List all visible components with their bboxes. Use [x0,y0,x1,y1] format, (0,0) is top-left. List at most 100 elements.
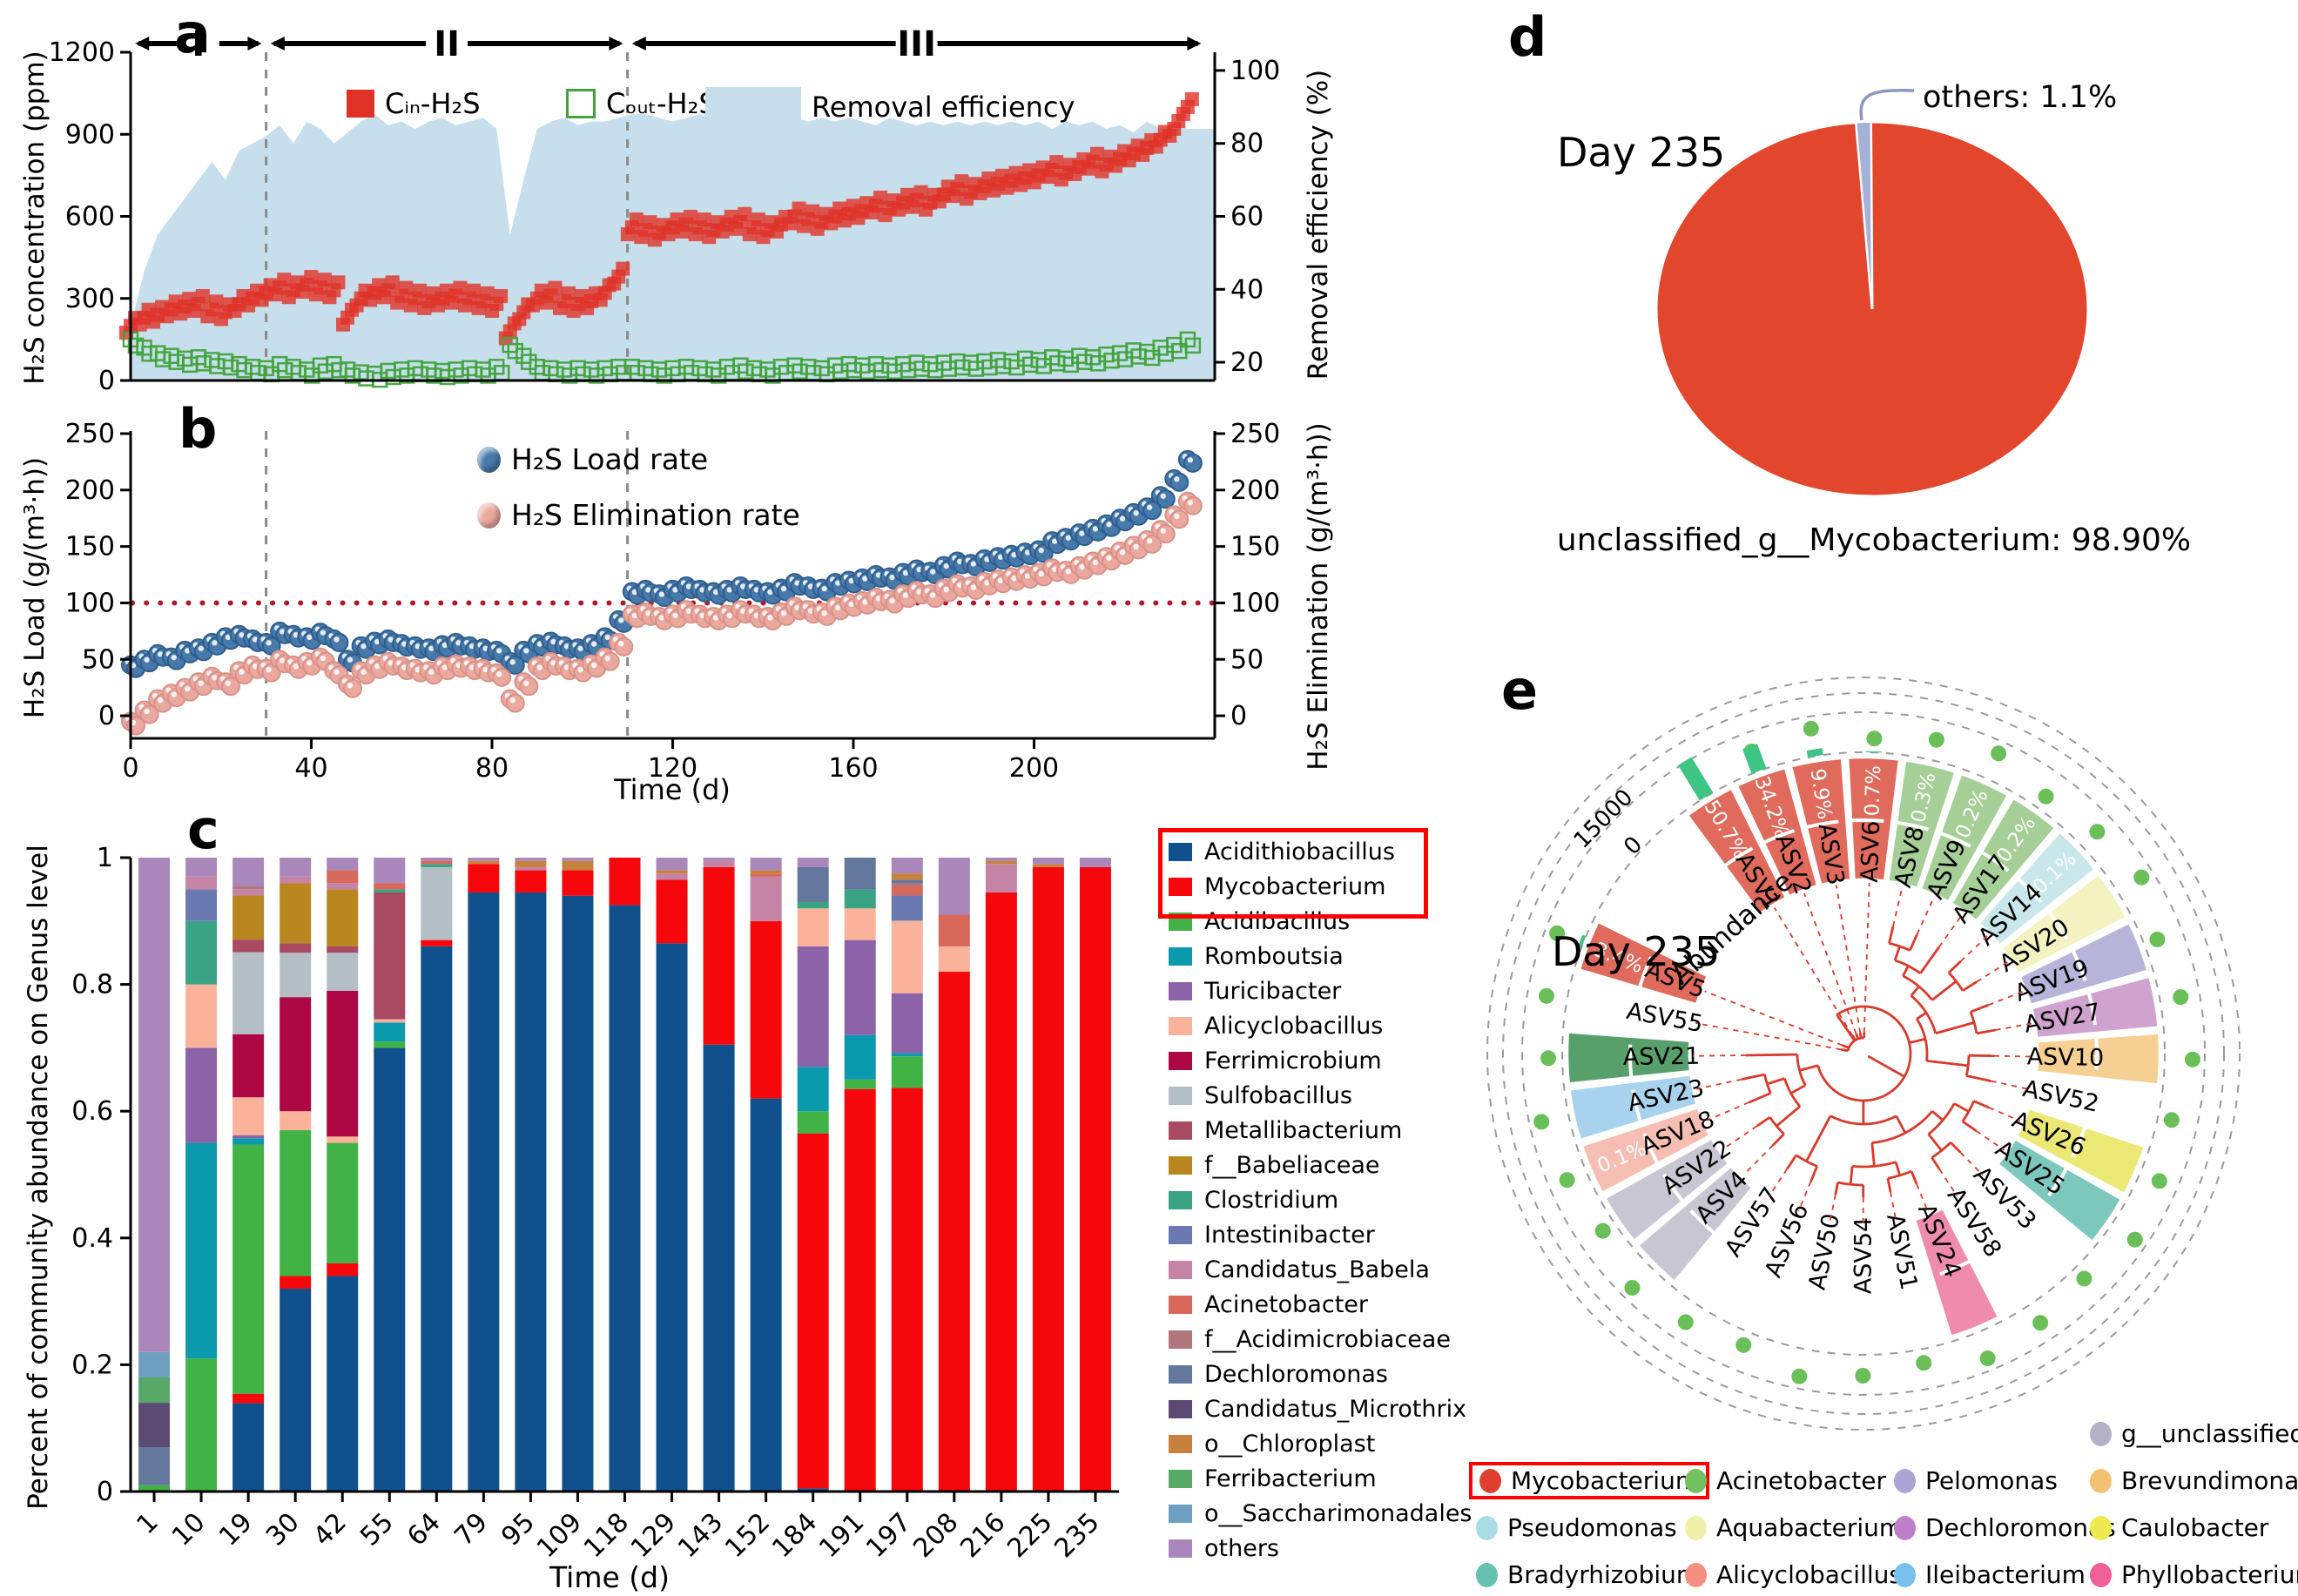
x-tick-label: 208 [907,1507,964,1564]
legend-item-turicibacter: Turicibacter [1169,973,1446,1008]
legend-swatch [1169,981,1192,1000]
legend-item-alicyclobacillus: Alicyclobacillus [1169,1008,1446,1043]
asv-dot [1594,1222,1611,1239]
y-left-tick-label: 1200 [49,37,115,68]
phase-label: I [192,24,205,64]
legend-swatch [1169,1539,1192,1558]
legend-dot [1685,1468,1707,1493]
asv-dot [2184,1051,2200,1067]
y-left-tick-label: 150 [65,532,115,562]
x-tick-label: 120 [648,753,697,784]
legend-item-acidithiobacillus: Acidithiobacillus [1169,834,1446,869]
y-left-tick-label: 0 [98,366,115,396]
legend-swatch [1169,1016,1192,1035]
y-left-tick-label: 100 [65,588,115,618]
legend-dot [1476,1515,1498,1540]
legend-item-o-saccharimonadales: o__Saccharimonadales [1169,1496,1472,1531]
legend-label: o__Chloroplast [1204,1430,1376,1458]
legend-item-bradyrhizobium: Bradyrhizobium [1476,1560,1700,1589]
panel-a-ylabel-right: Removal efficiency (%) [1303,69,1334,380]
asv-wedge [2030,975,2160,1040]
panel-b-label: b [179,397,218,461]
legend-swatch [1169,877,1192,896]
legend-dot [2090,1421,2112,1446]
legend-label: f__Babeliaceae [1204,1151,1380,1179]
legend-item-dechloromonas: Dechloromonas [1894,1513,2116,1542]
legend-label: Pseudomonas [1507,1513,1677,1542]
y-tick-label: 1 [97,843,113,873]
abundance-bar [1576,934,1587,951]
legend-dot [2090,1562,2112,1587]
legend-item-g-unclassified: g__unclassified [2090,1419,2298,1448]
panel-e-label: e [1501,658,1539,722]
filled-square-swatch [347,90,374,118]
asv-label: ASV10 [2026,1043,2104,1072]
panel-b-ylabel-right: H₂S Elimination (g/(m³·h)) [1303,422,1334,771]
asv-dot [1855,1367,1871,1384]
stacked-bar [1032,858,1064,1492]
asv-wedge [1580,1106,1712,1195]
legend-item-sulfobacillus: Sulfobacillus [1169,1078,1446,1113]
panel-b-xlabel: Time (d) [614,773,731,806]
asv-wedge [1977,830,2097,947]
legend-item-clostridium: Clostridium [1169,1182,1446,1217]
legend-swatch [1169,1051,1192,1070]
area-swatch [705,87,801,127]
legend-label: Sulfobacillus [1204,1081,1352,1109]
legend-dot [1894,1468,1916,1493]
y-left-tick-label: 900 [65,119,115,150]
panel-d-title: Day 235 [1557,129,1726,176]
dashed-ring [1486,677,2241,1431]
legend-label: Ileibacterium [1925,1560,2086,1589]
legend-swatch [1169,1364,1192,1384]
h2s-elimination-rate-series [121,491,1203,736]
asv-dot [1677,1314,1694,1330]
legend-item-caulobacter: Caulobacter [2090,1513,2268,1542]
asv-wedge [1913,1207,2000,1338]
legend-label: Alicyclobacillus [1204,1012,1384,1040]
x-tick-label: 30 [260,1507,306,1552]
stacked-bar [374,858,406,1492]
asv-dot [2076,1270,2092,1287]
asv-wedge [1886,758,1958,890]
dashed-ring [1561,751,2166,1356]
y-left-tick-label: 200 [65,475,115,506]
legend-label: Caulobacter [2121,1513,2269,1542]
asv-dot [2151,1173,2167,1189]
legend-item-romboutsia: Romboutsia [1169,939,1446,973]
legend-label: Aquabacterium [1716,1513,1904,1542]
asv-wedge [1686,786,1788,915]
legend-label: Acinetobacter [1716,1466,1886,1495]
legend-item-h-s-load-rate: H₂S Load rate [477,442,708,476]
x-tick-label: 152 [719,1507,776,1564]
y-tick-label: 0.6 [71,1096,113,1127]
open-square-swatch [566,89,596,118]
legend-item-h-s-elimination-rate: H₂S Elimination rate [477,498,800,532]
legend-label: Romboutsia [1204,942,1344,970]
y-right-tick-label: 80 [1230,129,1264,159]
legend-item-f-babeliaceae: f__Babeliaceae [1169,1148,1446,1182]
stacked-bar [609,858,641,1492]
x-tick-label: 80 [475,753,509,784]
legend-swatch [1169,912,1192,931]
y-right-tick-label: 40 [1230,274,1264,305]
stacked-bar [138,858,171,1492]
asv-wedge [1578,920,1709,1006]
legend-item-c-h-s: Cᵢₙ-H₂S [347,87,481,120]
stacked-bar [797,858,829,1492]
legend-label: Dechloromonas [1204,1360,1388,1388]
x-tick-label: 1 [131,1507,164,1540]
legend-label: Dechloromonas [1925,1513,2116,1542]
asv-dot [1916,1355,1932,1371]
asv-dot [2032,1315,2049,1331]
asv-label: ASV54 [1850,1217,1877,1294]
phase-label: II [434,24,460,64]
x-tick-label: 191 [813,1507,870,1564]
x-tick-label: 118 [578,1507,635,1564]
y-right-tick-label: 50 [1230,644,1264,675]
dashed-ring [1521,711,2206,1396]
stacked-bar [750,858,782,1492]
legend-label: Candidatus_Babela [1204,1256,1430,1283]
